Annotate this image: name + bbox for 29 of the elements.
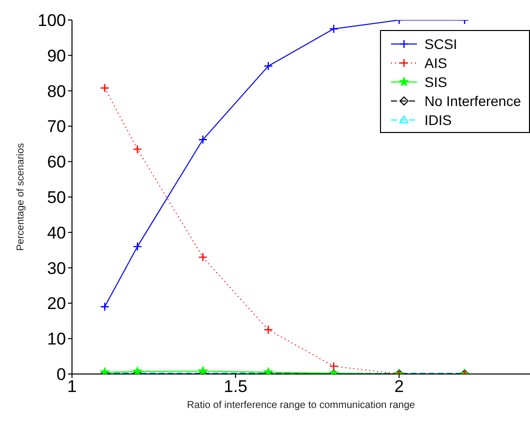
y-tick-label: 50 — [47, 188, 66, 208]
point — [264, 61, 273, 71]
legend-label: No Interference — [424, 92, 521, 108]
point — [100, 302, 110, 312]
y-tick-label: 70 — [47, 117, 66, 136]
y-tick-label: 60 — [47, 152, 66, 172]
point — [329, 24, 338, 34]
y-tick-label: 90 — [47, 46, 66, 66]
x-tick-label: 1 — [67, 377, 77, 396]
x-tick-label: 1.5 — [224, 377, 248, 396]
point — [198, 135, 208, 144]
x-tick-label: 2 — [394, 377, 404, 396]
point — [132, 242, 142, 252]
y-tick-label: 30 — [47, 258, 66, 278]
point — [132, 144, 142, 154]
legend-label: AIS — [424, 54, 448, 70]
y-tick-label: 80 — [47, 82, 66, 101]
point — [198, 252, 208, 262]
y-tick-label: 40 — [47, 223, 66, 242]
legend-label: SCSI — [424, 36, 458, 52]
legend-label: SIS — [424, 74, 448, 90]
x-axis-title: Ratio of interference range to communication range — [187, 400, 416, 411]
y-tick-label: 0 — [56, 365, 66, 384]
y-tick-label: 10 — [47, 330, 66, 349]
y-tick-label: 100 — [38, 11, 66, 30]
point — [100, 83, 110, 93]
y-axis-title: Percentage of scenarios — [16, 143, 27, 251]
y-tick-label: 20 — [47, 294, 66, 314]
legend-label: IDIS — [424, 112, 452, 128]
